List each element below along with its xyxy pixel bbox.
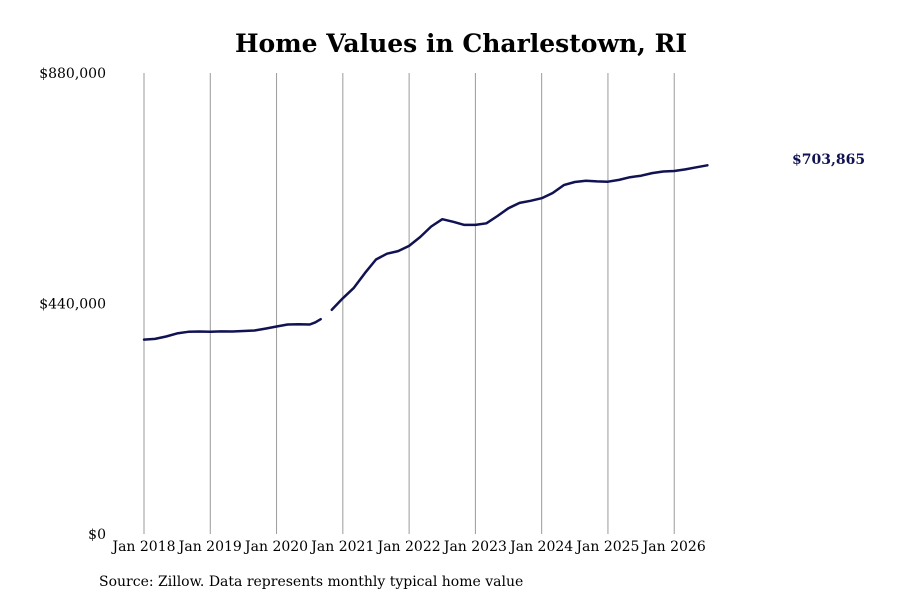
y-axis: $0 $440,000 $880,000 xyxy=(39,66,106,543)
y-tick-label: $880,000 xyxy=(39,66,106,82)
source-note: Source: Zillow. Data represents monthly … xyxy=(99,574,523,590)
x-tick-label: Jan 2021 xyxy=(309,539,374,555)
series-line-segment-0 xyxy=(142,317,322,341)
x-tick-label: Jan 2025 xyxy=(574,539,639,555)
x-tick-label: Jan 2020 xyxy=(243,539,308,555)
x-tick-label: Jan 2019 xyxy=(177,539,242,555)
end-value-label: $703,865 xyxy=(792,152,865,168)
x-axis: Jan 2018 Jan 2019 Jan 2020 Jan 2021 Jan 2022… xyxy=(110,539,705,555)
x-tick-label: Jan 2018 xyxy=(110,539,175,555)
y-tick-label: $440,000 xyxy=(39,297,106,313)
y-tick-label: $0 xyxy=(88,527,106,543)
series-line-segment-1 xyxy=(330,164,709,312)
series-layer xyxy=(142,164,709,341)
x-tick-label: Jan 2023 xyxy=(442,539,507,555)
chart-title: Home Values in Charlestown, RI xyxy=(235,29,687,58)
x-tick-label: Jan 2026 xyxy=(641,539,706,555)
x-tick-label: Jan 2024 xyxy=(508,539,573,555)
grid-lines xyxy=(143,73,675,534)
x-tick-label: Jan 2022 xyxy=(376,539,441,555)
